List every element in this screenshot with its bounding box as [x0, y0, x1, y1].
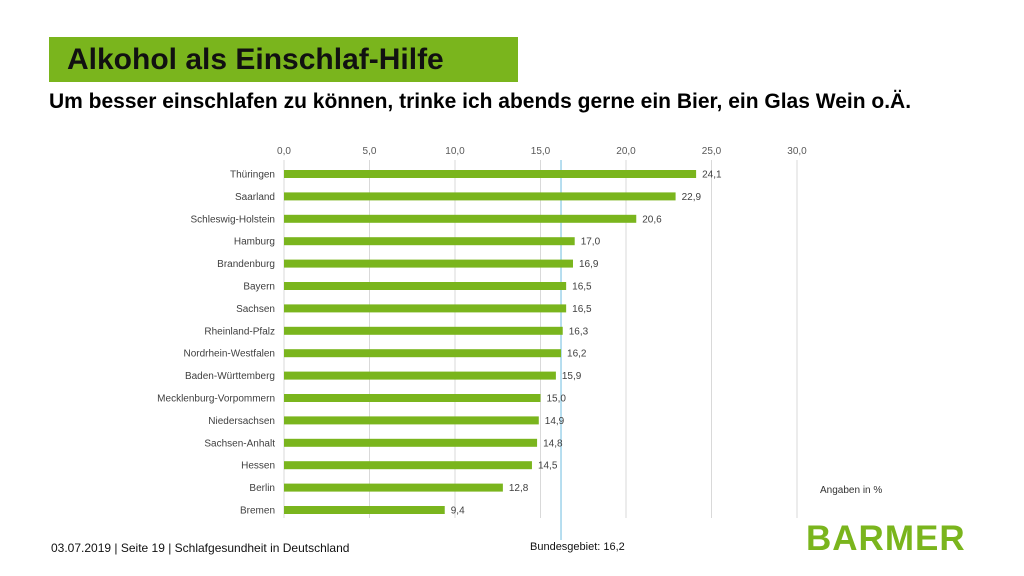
value-label: 14,9 [545, 416, 565, 427]
value-label: 9,4 [451, 506, 465, 517]
bar [284, 304, 567, 313]
category-label: Hessen [241, 461, 275, 472]
bar [284, 461, 532, 470]
category-label: Schleswig-Holstein [191, 214, 275, 225]
x-tick-label: 20,0 [616, 146, 636, 157]
title-banner: Alkohol als Einschlaf-Hilfe [49, 37, 518, 82]
value-label: 24,1 [702, 170, 722, 181]
value-label: 14,5 [538, 461, 558, 472]
value-label: 20,6 [642, 214, 662, 225]
bar [284, 394, 541, 402]
x-tick-label: 5,0 [363, 146, 377, 157]
bar [284, 506, 445, 514]
bar [284, 326, 563, 335]
x-tick-label: 15,0 [531, 146, 551, 157]
bar [284, 438, 538, 447]
category-label: Sachsen-Anhalt [204, 438, 275, 449]
x-tick-label: 10,0 [445, 146, 465, 157]
bar [284, 170, 697, 178]
category-label: Brandenburg [217, 259, 275, 270]
category-label: Berlin [249, 483, 275, 494]
bar [284, 483, 503, 492]
value-label: 16,5 [572, 282, 592, 293]
category-label: Sachsen [236, 304, 275, 315]
bar [284, 192, 676, 201]
bar [284, 349, 562, 358]
bar [284, 259, 573, 268]
x-tick-label: 25,0 [702, 146, 722, 157]
bar [284, 282, 567, 290]
category-label: Saarland [235, 192, 275, 203]
category-label: Nordrhein-Westfalen [183, 349, 275, 360]
category-label: Thüringen [230, 170, 275, 181]
value-label: 22,9 [682, 192, 702, 203]
value-label: 16,5 [572, 304, 592, 315]
category-label: Bremen [240, 506, 275, 517]
bar [284, 237, 575, 246]
page-subtitle: Um besser einschlafen zu können, trinke … [49, 90, 912, 113]
value-label: 12,8 [509, 483, 529, 494]
category-label: Bayern [243, 282, 275, 293]
value-label: 16,2 [567, 349, 587, 360]
category-label: Rheinland-Pfalz [204, 326, 275, 337]
reference-line-label: Bundesgebiet: 16,2 [530, 541, 625, 553]
bar [284, 214, 637, 223]
bar [284, 371, 556, 380]
category-label: Hamburg [234, 237, 275, 248]
value-label: 17,0 [581, 237, 601, 248]
value-label: 15,9 [562, 371, 582, 382]
value-label: 16,3 [569, 326, 589, 337]
footer-text: 03.07.2019 | Seite 19 | Schlafgesundheit… [51, 541, 350, 555]
category-label: Niedersachsen [208, 416, 275, 427]
category-label: Mecklenburg-Vorpommern [157, 394, 275, 405]
unit-note: Angaben in % [820, 485, 883, 496]
page-title: Alkohol als Einschlaf-Hilfe [67, 42, 444, 76]
bar [284, 416, 539, 425]
barmer-logo: BARMER [806, 519, 966, 558]
category-label: Baden-Württemberg [185, 371, 275, 382]
x-tick-label: 30,0 [787, 146, 807, 157]
x-tick-label: 0,0 [277, 146, 291, 157]
value-label: 14,8 [543, 438, 563, 449]
value-label: 15,0 [547, 394, 567, 405]
value-label: 16,9 [579, 259, 599, 270]
